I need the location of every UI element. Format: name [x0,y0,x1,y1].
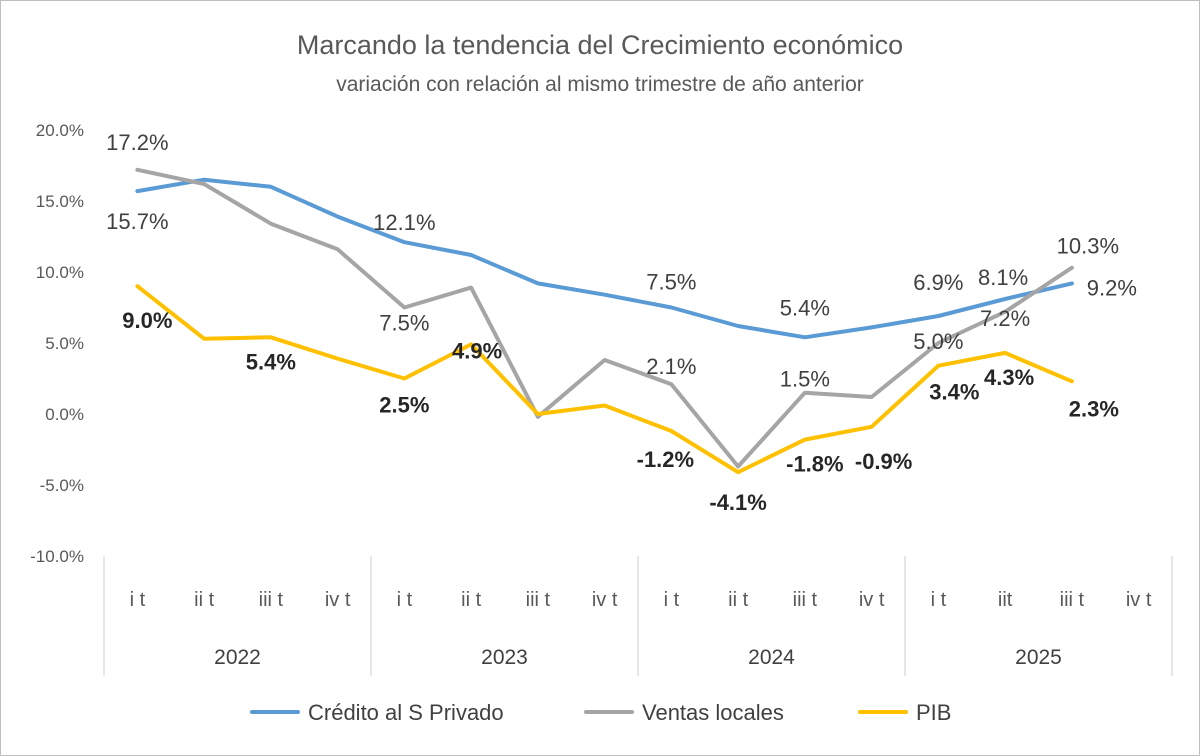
data-label: 9.0% [122,308,172,333]
data-label: -1.2% [637,447,694,472]
data-label: 4.9% [452,338,502,363]
x-category-label: i t [931,589,947,611]
data-label: 6.9% [913,270,963,295]
x-category-label: i t [130,589,146,611]
x-category-label: iii t [259,589,284,611]
legend: Crédito al S Privado Ventas locales PIB [250,700,951,725]
data-label: -1.8% [786,452,843,477]
data-label: 2.1% [646,354,696,379]
legend-label: Ventas locales [642,700,784,725]
x-category-label: ii t [728,589,748,611]
series-line-2 [135,284,1074,475]
data-label: 7.2% [980,306,1030,331]
data-label: 5.0% [913,329,963,354]
data-label: 3.4% [929,380,979,405]
x-year-label: 2023 [481,646,528,669]
data-label: 12.1% [373,210,435,235]
data-label: 5.4% [246,349,296,374]
data-label: 7.5% [646,270,696,295]
y-tick-label: -5.0% [40,476,84,495]
chart-title: Marcando la tendencia del Crecimiento ec… [297,30,903,60]
data-label: 10.3% [1057,234,1119,259]
y-tick-label: 10.0% [36,263,84,282]
data-label: -4.1% [709,490,766,515]
x-category-label: iii t [1060,589,1085,611]
x-category-label: iv t [1126,589,1152,611]
x-category-label: iii t [793,589,818,611]
x-year-label: 2022 [214,646,261,669]
x-category-label: iii t [526,589,551,611]
chart-subtitle: variación con relación al mismo trimestr… [336,73,864,96]
y-tick-label: 20.0% [36,121,84,140]
x-category-label: iv t [325,589,351,611]
series-line-0 [135,177,1074,340]
data-label: 5.4% [780,295,830,320]
x-category-label: i t [397,589,413,611]
data-label: 17.2% [106,130,168,155]
series-lines [135,167,1074,475]
x-category-label: ii t [461,589,481,611]
data-labels: 15.7% 12.1% 7.5% 5.4% 6.9% 8.1% 9.2% 17.2% 7.5% 2… [106,130,1137,515]
y-tick-label: 5.0% [45,334,84,353]
series-line-1 [135,167,1074,469]
x-category-label: iit [998,589,1013,611]
y-axis: 20.0% 15.0% 10.0% 5.0% 0.0% -5.0% -10.0% [30,121,84,566]
legend-label: PIB [916,700,951,725]
data-label: 8.1% [978,265,1028,290]
data-label: 9.2% [1087,275,1137,300]
x-category-label: iv t [592,589,618,611]
data-label: 4.3% [984,365,1034,390]
data-label: 2.3% [1069,396,1119,421]
x-year-label: 2025 [1015,646,1062,669]
x-axis: i t ii t iii t iv t i t ii t iii t iv t i t ii t i… [103,556,1173,676]
legend-label: Crédito al S Privado [308,700,504,725]
data-label: 15.7% [106,209,168,234]
x-category-label: iv t [859,589,885,611]
x-year-label: 2024 [748,646,795,669]
y-tick-label: -10.0% [30,547,84,566]
x-category-label: ii t [194,589,214,611]
data-label: -0.9% [855,449,912,474]
data-label: 1.5% [780,367,830,392]
y-tick-label: 15.0% [36,192,84,211]
y-tick-label: 0.0% [45,405,84,424]
x-category-label: i t [664,589,680,611]
data-label: 2.5% [379,393,429,418]
data-label: 7.5% [379,311,429,336]
